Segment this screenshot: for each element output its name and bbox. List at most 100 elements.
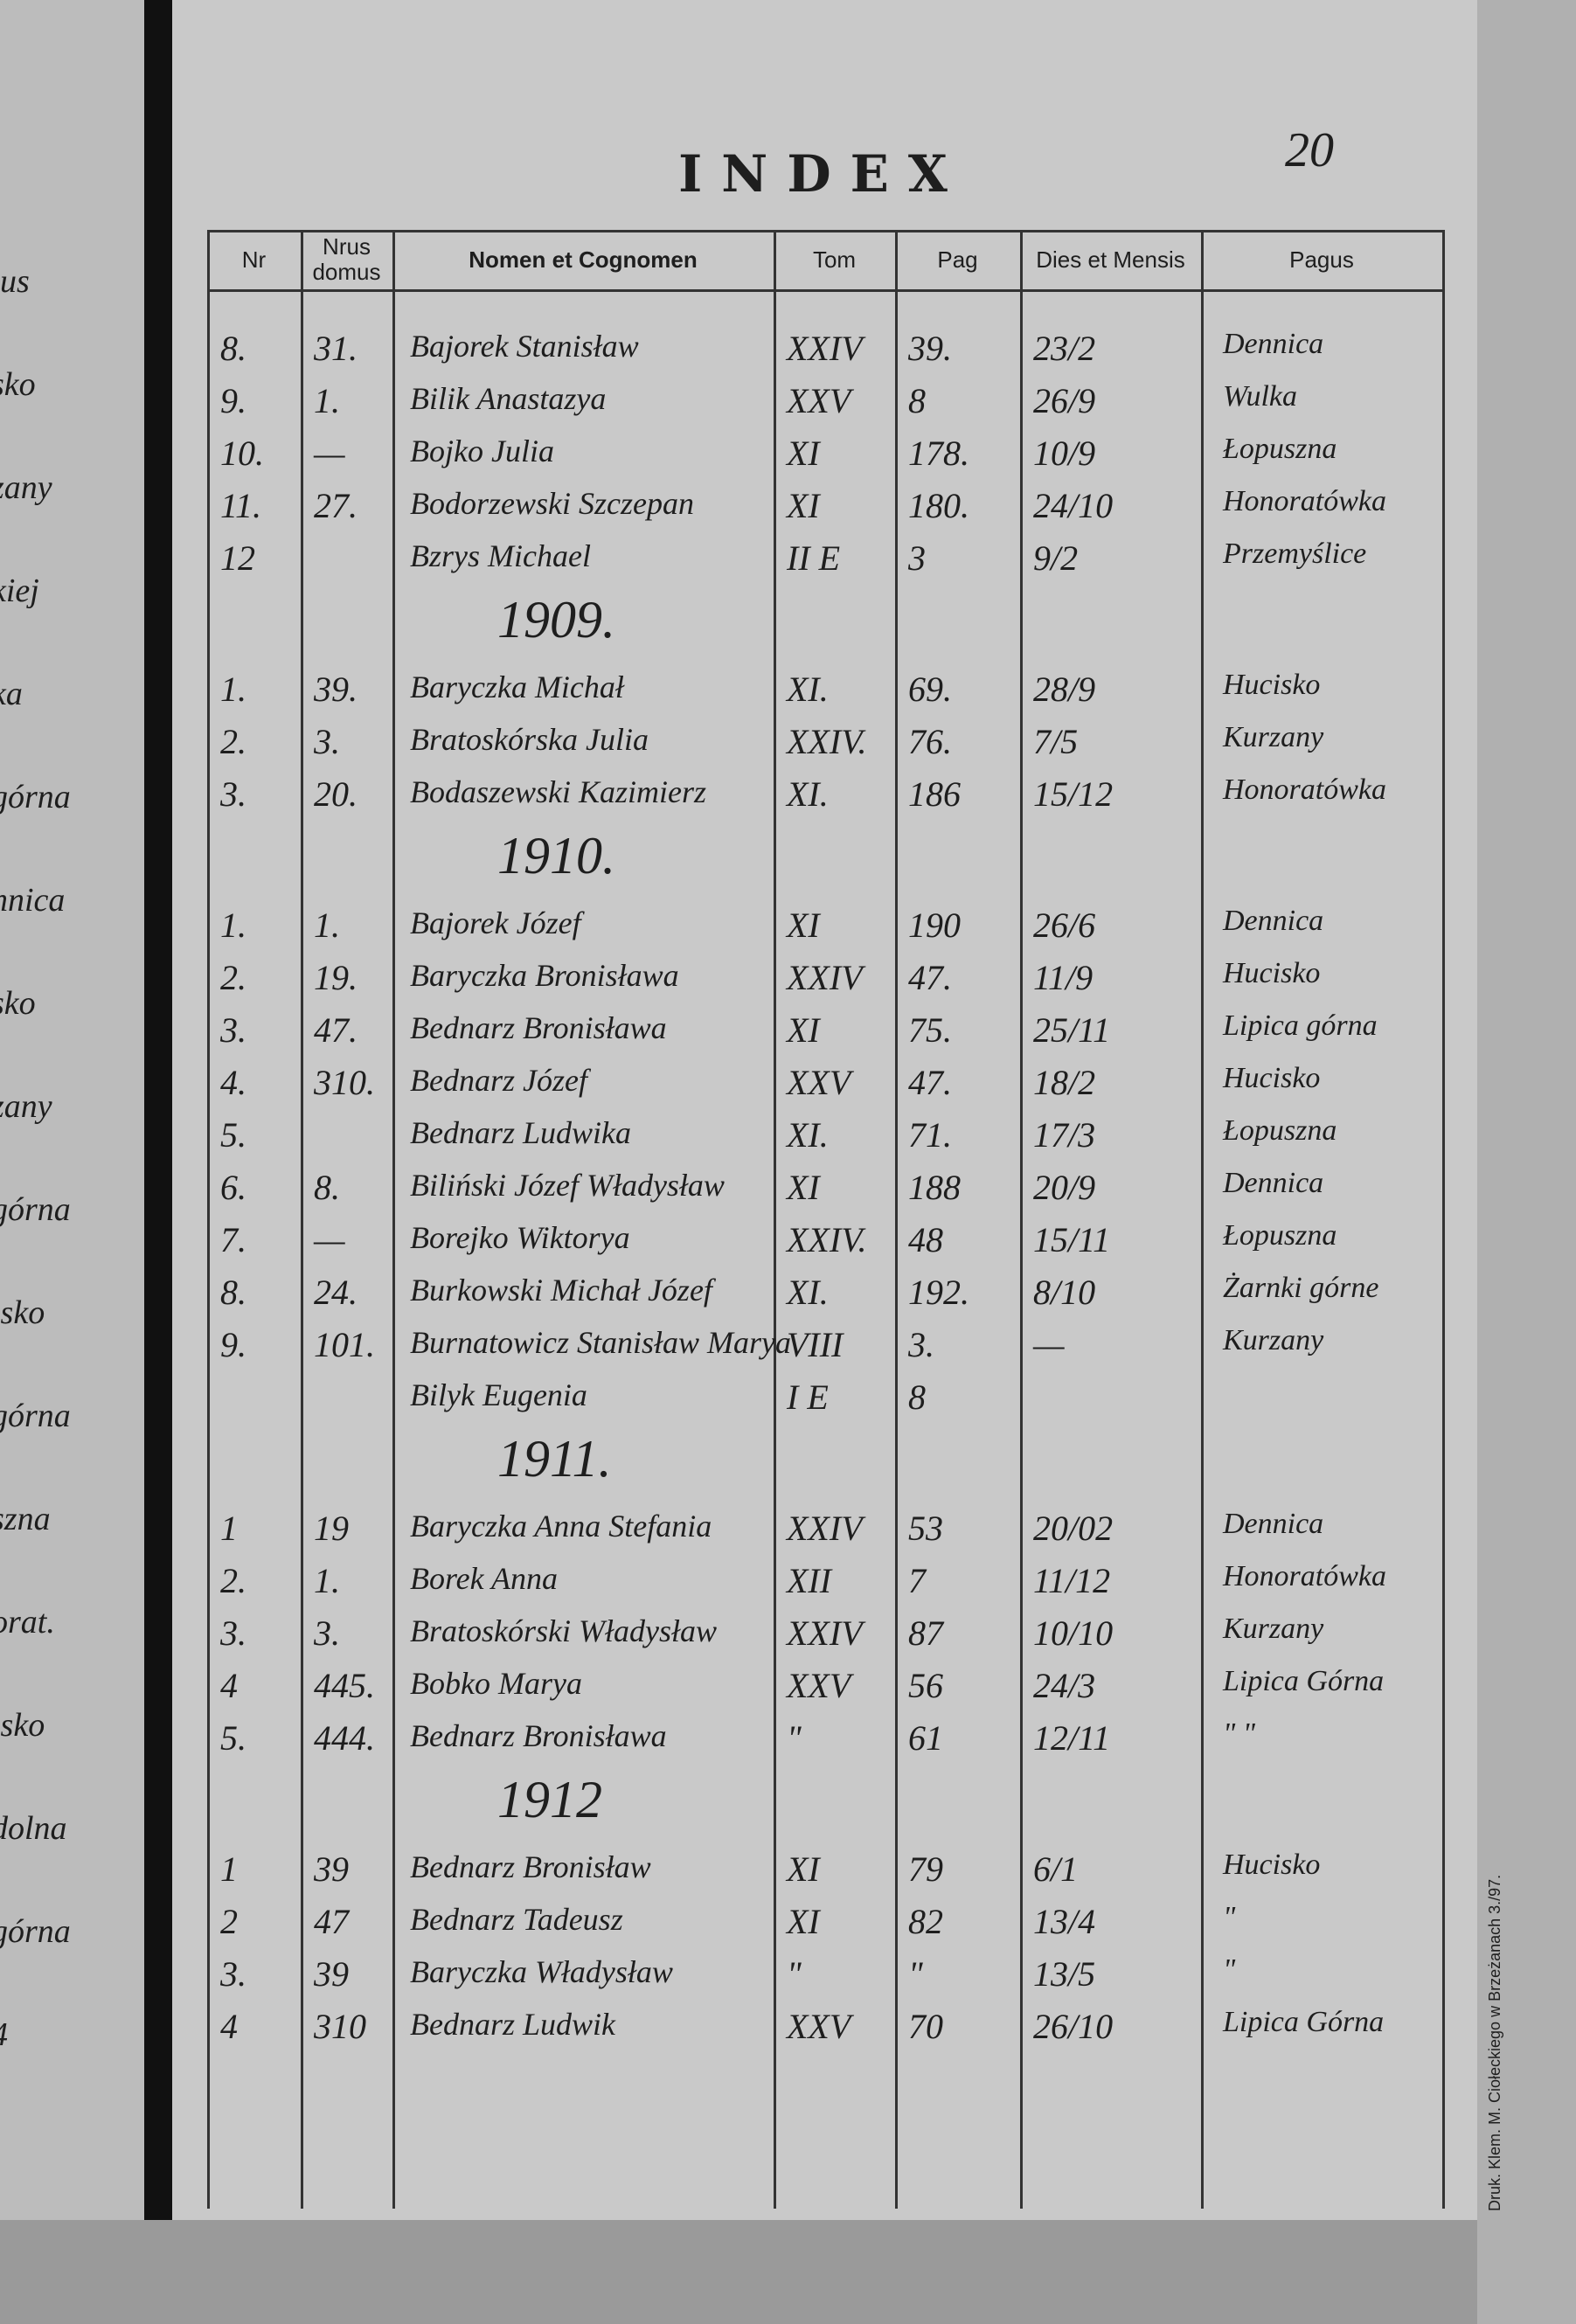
cell: 6/1 (1033, 1849, 1079, 1889)
cell: 4. (220, 1063, 246, 1102)
cell: 18/2 (1033, 1063, 1096, 1102)
cell: II E (787, 538, 841, 578)
column-header: Nr (241, 246, 267, 273)
cell: 8. (314, 1168, 340, 1207)
cell: Bajorek Józef (410, 905, 581, 940)
cell: 61 (908, 1718, 943, 1758)
cell: Dennica (1223, 905, 1324, 937)
cell: 4 (220, 1666, 238, 1705)
cell: Bednarz Bronisława (410, 1010, 667, 1045)
cell: 20/02 (1033, 1509, 1114, 1548)
column-header: Nrus domus (312, 233, 381, 285)
column-header: Pag (937, 246, 978, 273)
cell: 82 (908, 1902, 943, 1941)
left-page-fragment: szna (0, 1501, 51, 1537)
cell: Kurzany (1223, 1324, 1324, 1356)
column-rule (392, 230, 395, 2209)
cell: XXIV. (787, 1220, 867, 1259)
left-page-fragment: orat. (0, 1604, 55, 1641)
cell: 39. (908, 329, 952, 368)
cell: 39 (314, 1849, 349, 1889)
year-heading: 1911. (497, 1430, 612, 1488)
cell: 23/2 (1033, 329, 1096, 368)
column-rule (207, 230, 210, 2209)
imprint: Druk. Klem. M. Ciołeckiego w Brzeżanach … (1486, 1874, 1503, 2211)
cell: 10/9 (1033, 434, 1096, 473)
cell: — (314, 434, 345, 473)
cell: 3. (220, 1954, 246, 1994)
cell: XI (787, 1849, 820, 1889)
left-page-fragment: górna (0, 1191, 71, 1228)
cell: 8. (220, 329, 246, 368)
cell: Bednarz Józef (410, 1063, 587, 1098)
cell: Przemyślice (1223, 538, 1367, 570)
cell: 20/9 (1033, 1168, 1096, 1207)
page-margin (1477, 0, 1576, 2324)
cell: XXIV (787, 329, 863, 368)
column-header: Dies et Mensis (1036, 246, 1185, 273)
cell: Bednarz Bronisława (410, 1718, 667, 1753)
cell: XI (787, 1010, 820, 1050)
cell: Baryczka Władysław (410, 1954, 673, 1989)
page-number: 20 (1285, 123, 1334, 177)
cell: 15/11 (1033, 1220, 1111, 1259)
cell: 178. (908, 434, 969, 473)
cell: 180. (908, 486, 969, 525)
cell: 3. (220, 1613, 246, 1653)
cell: Bratoskórski Władysław (410, 1613, 717, 1648)
cell: Bednarz Tadeusz (410, 1902, 623, 1937)
cell: 24/3 (1033, 1666, 1096, 1705)
column-header: Tom (812, 246, 857, 273)
cell: 7 (908, 1561, 926, 1600)
cell: Bobko Marya (410, 1666, 582, 1701)
column-header: Pagus (1289, 246, 1354, 273)
cell: 47. (314, 1010, 358, 1050)
cell: Hucisko (1223, 669, 1321, 701)
cell: 20. (314, 774, 358, 814)
cell: Wulka (1223, 380, 1297, 413)
cell: 444. (314, 1718, 375, 1758)
cell: Bodorzewski Szczepan (410, 486, 694, 521)
cell: Kurzany (1223, 1613, 1324, 1645)
cell: " " (1223, 1717, 1256, 1750)
cell: Bratoskórska Julia (410, 722, 649, 757)
cell: Baryczka Bronisława (410, 958, 679, 993)
year-heading: 1912 (497, 1771, 602, 1828)
left-page-fragment: us (0, 263, 30, 300)
cell: XI. (787, 1115, 829, 1155)
cell: XXIV (787, 958, 863, 997)
cell: 10. (220, 434, 264, 473)
cell: 12 (220, 538, 255, 578)
cell: Honoratówka (1223, 774, 1386, 806)
cell: 8/10 (1033, 1273, 1096, 1312)
cell: 8 (908, 1377, 926, 1417)
cell: Żarnki górne (1223, 1272, 1379, 1304)
cell: — (314, 1220, 345, 1259)
cell: Hucisko (1223, 1062, 1321, 1094)
cell: " (787, 1954, 802, 1994)
cell: 76. (908, 722, 952, 761)
cell: 26/10 (1033, 2007, 1114, 2046)
cell: 71. (908, 1115, 952, 1155)
cell: Bajorek Stanisław (410, 329, 639, 364)
cell: Bodaszewski Kazimierz (410, 774, 707, 809)
cell: 69. (908, 669, 952, 709)
cell: 26/9 (1033, 381, 1096, 420)
cell: 48 (908, 1220, 943, 1259)
cell: Baryczka Michał (410, 669, 624, 704)
column-rule (1020, 230, 1023, 2209)
cell: Dennica (1223, 1167, 1324, 1199)
cell: 53 (908, 1509, 943, 1548)
cell: 2. (220, 958, 246, 997)
left-page-fragment: sko (0, 985, 36, 1022)
cell: 39 (314, 1954, 349, 1994)
left-page-fragment: zany (0, 1088, 52, 1125)
cell: Lipica Górna (1223, 1665, 1385, 1697)
cell: 5. (220, 1115, 246, 1155)
left-page (0, 0, 150, 2324)
cell: Kurzany (1223, 721, 1324, 753)
cell: XXV (787, 1666, 851, 1705)
cell: 9. (220, 381, 246, 420)
cell: Burkowski Michał Józef (410, 1273, 712, 1308)
left-page-fragment: nnica (0, 882, 66, 919)
